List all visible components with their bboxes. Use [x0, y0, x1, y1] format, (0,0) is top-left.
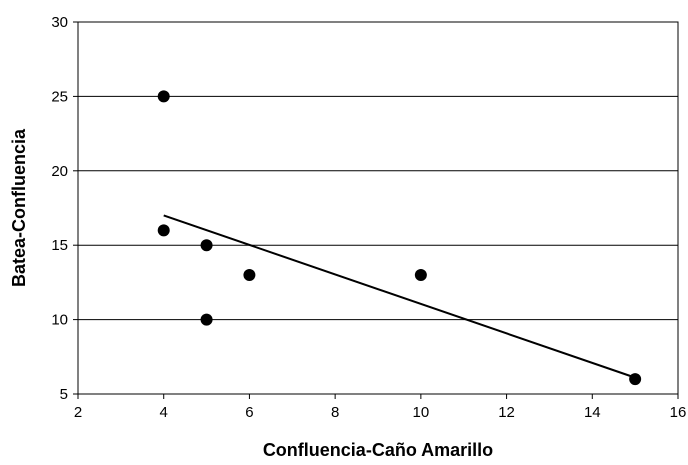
x-tick-label-12: 12	[498, 404, 515, 421]
data-point-7	[629, 373, 642, 386]
trendline	[163, 214, 636, 379]
x-axis-title: Confluencia-Caño Amarillo	[263, 440, 493, 460]
data-point-4	[200, 313, 213, 326]
y-tick-label-15: 15	[51, 237, 68, 254]
y-axis: 5 10 15 20 25 30	[51, 14, 78, 403]
x-tick-label-4: 4	[160, 404, 168, 421]
plot-frame	[77, 21, 679, 395]
trendline-layer	[163, 214, 636, 379]
x-tick-label-16: 16	[670, 404, 687, 421]
x-axis: 2 4 6 8 10 12 14 16	[74, 394, 687, 421]
y-tick-label-20: 20	[51, 163, 68, 180]
data-point-6	[414, 268, 427, 281]
y-tick-label-5: 5	[60, 386, 68, 403]
x-tick-label-2: 2	[74, 404, 82, 421]
y-axis-title: Batea-Confluencia	[9, 128, 29, 287]
plot-area	[77, 21, 679, 395]
y-tick-label-30: 30	[51, 14, 68, 31]
y-tick-label-10: 10	[51, 312, 68, 329]
gridlines	[78, 95, 678, 321]
x-tick-label-6: 6	[245, 404, 253, 421]
x-tick-label-10: 10	[413, 404, 430, 421]
data-points	[157, 90, 642, 386]
x-tick-label-8: 8	[331, 404, 339, 421]
data-point-2	[157, 224, 170, 237]
data-point-5	[243, 268, 256, 281]
data-point-3	[200, 239, 213, 252]
data-point-1	[157, 90, 170, 103]
x-tick-label-14: 14	[584, 404, 601, 421]
y-tick-label-25: 25	[51, 88, 68, 105]
